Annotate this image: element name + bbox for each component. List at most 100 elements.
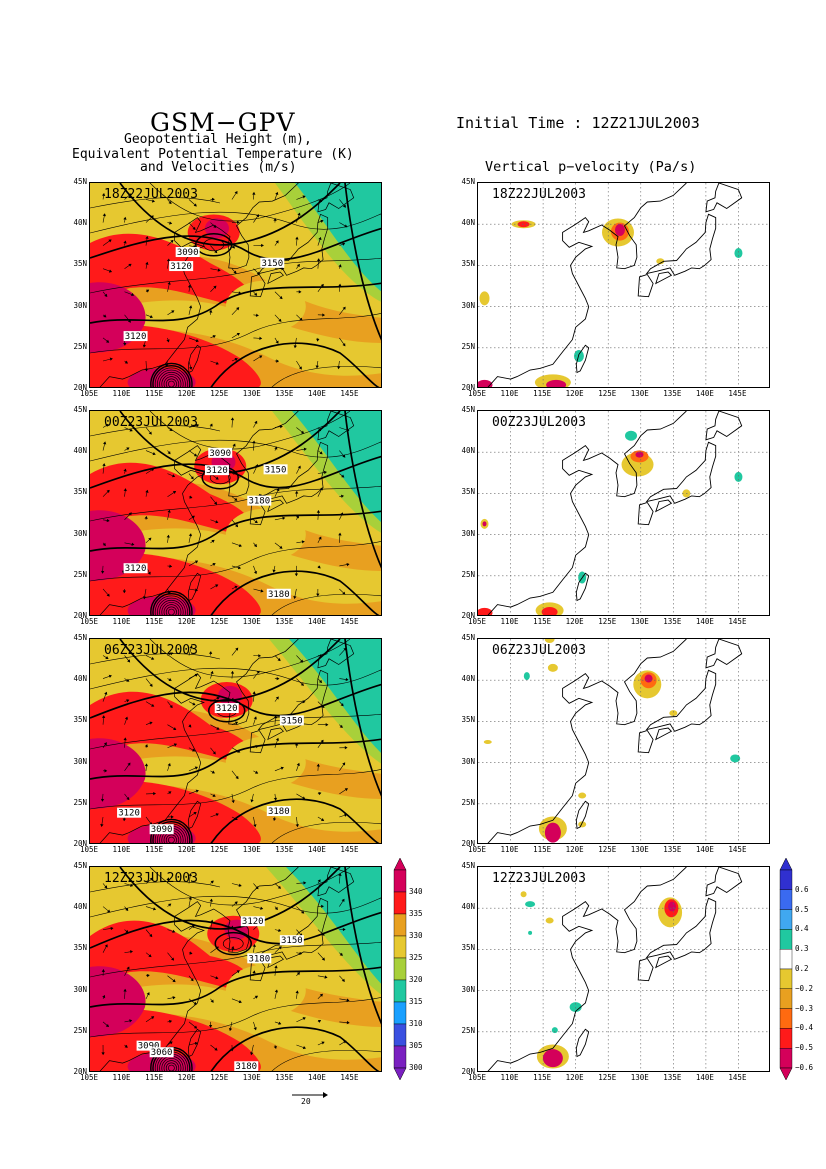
left-title-line-1: Geopotential Height (m), (124, 132, 312, 147)
omega-region (541, 607, 558, 615)
height-contour-thick (210, 342, 380, 387)
contour-label: 3090 (138, 1042, 160, 1052)
wind-arrowhead (235, 647, 239, 651)
wind-arrowhead (212, 793, 216, 797)
contour-label: 3180 (268, 807, 290, 817)
wind-arrowhead (145, 261, 149, 265)
latitude-tick-label: 45N (73, 861, 87, 870)
wind-arrowhead (123, 988, 127, 992)
longitude-tick-label: 120E (565, 389, 584, 398)
wind-arrowhead (151, 656, 155, 660)
longitude-tick-label: 115E (533, 389, 552, 398)
contour-label-bg (260, 257, 285, 268)
wind-arrowhead (318, 428, 322, 432)
latitude-tick-label: 20N (461, 1067, 475, 1076)
theta-yellow-ridge (225, 508, 306, 561)
wind-arrowhead (261, 243, 264, 248)
colorbar-segment (779, 909, 793, 930)
wind-arrowhead (318, 199, 323, 203)
contour-label-bg (136, 1040, 161, 1051)
longitude-tick-label: 110E (500, 1073, 519, 1082)
theta-green-band (275, 183, 381, 302)
height-contour-low (194, 233, 233, 257)
latitude-tick-label: 40N (73, 674, 87, 684)
wind-arrowhead (321, 957, 325, 961)
wind-arrowhead (151, 1016, 155, 1020)
wind-arrowhead (216, 726, 220, 730)
wind-arrowhead (342, 454, 346, 458)
wind-arrowhead (344, 813, 348, 817)
wind-arrowhead (188, 533, 193, 537)
wind-arrowhead (194, 673, 198, 677)
wind-arrowhead (275, 340, 279, 344)
wind-arrowhead (101, 193, 106, 197)
wind-arrowhead (144, 515, 148, 519)
wind-arrowhead (323, 470, 327, 475)
wind-arrowhead (260, 906, 264, 910)
wind-arrowhead (166, 258, 171, 262)
longitude-tick-label: 110E (500, 389, 519, 398)
wind-arrowhead (254, 292, 258, 296)
latitude-tick-label: 35N (73, 487, 87, 497)
wind-arrowhead (231, 946, 235, 950)
wind-arrowhead (278, 946, 282, 950)
latitude-tick-label: 20N (73, 839, 87, 848)
latitude-tick-label: 25N (73, 797, 87, 807)
wind-arrowhead (215, 476, 219, 480)
theta-green-band (266, 867, 381, 995)
wind-arrowhead (301, 540, 305, 544)
omega-region (644, 674, 653, 683)
wind-arrowhead (150, 215, 154, 219)
longitude-tick-label: 145E (728, 389, 747, 398)
typhoon-contour (168, 836, 175, 843)
wind-arrowhead (300, 430, 305, 434)
latitude-tick-label: 20N (461, 611, 475, 620)
wind-arrowhead (191, 748, 196, 752)
wind-arrowhead (104, 885, 108, 889)
wind-arrowhead (316, 258, 321, 262)
longitude-tick-label: 125E (598, 389, 617, 398)
longitude-tick-label: 110E (500, 617, 519, 626)
omega-map-panel: 12Z23JUL2003 (477, 866, 770, 1072)
height-contour-thin (90, 941, 381, 978)
wind-arrowhead (236, 970, 240, 974)
wind-arrowhead (167, 591, 171, 595)
wind-arrowhead (316, 509, 321, 513)
contour-label: 3120 (216, 704, 238, 714)
height-contour-thin (90, 769, 381, 810)
wind-arrowhead (195, 588, 199, 592)
latitude-tick-label: 30N (461, 984, 475, 994)
longitude-tick-label: 120E (177, 845, 196, 854)
wind-arrowhead (273, 797, 278, 801)
wind-arrowhead (129, 428, 133, 432)
colorbar-segment (779, 929, 793, 950)
wind-arrowhead (293, 595, 297, 599)
wind-arrowhead (171, 310, 175, 314)
theta-colorbar-label: 310 (409, 1019, 423, 1028)
latitude-tick-label: 30N (461, 300, 475, 310)
contour-label-bg (279, 935, 304, 946)
height-contours (90, 867, 381, 1071)
wind-arrowhead (296, 762, 300, 766)
wind-arrowhead (109, 357, 113, 361)
wind-arrowhead (188, 305, 193, 309)
omega-colorbar-label: −0.6 (795, 1063, 814, 1072)
latitude-tick-label: 35N (73, 943, 87, 953)
map-canvas (478, 867, 769, 1071)
contour-label: 3180 (248, 954, 270, 964)
longitude-tick-label: 145E (728, 617, 747, 626)
latitude-tick-label: 25N (73, 341, 87, 351)
longitude-tick-label: 140E (307, 617, 326, 626)
wind-arrowhead (173, 743, 178, 747)
wind-arrowhead (238, 883, 242, 887)
omega-region (482, 521, 487, 527)
longitude-tick-label: 125E (210, 617, 229, 626)
height-contour-thin (90, 197, 221, 209)
theta-yellow-ridge (225, 736, 306, 789)
wind-arrowhead (273, 218, 277, 221)
wind-arrowhead (190, 476, 194, 480)
omega-region (479, 291, 490, 306)
theta-colorbar-label: 320 (409, 975, 423, 984)
omega-colorbar-label: 0.3 (795, 944, 809, 954)
wind-arrowhead (130, 883, 134, 887)
